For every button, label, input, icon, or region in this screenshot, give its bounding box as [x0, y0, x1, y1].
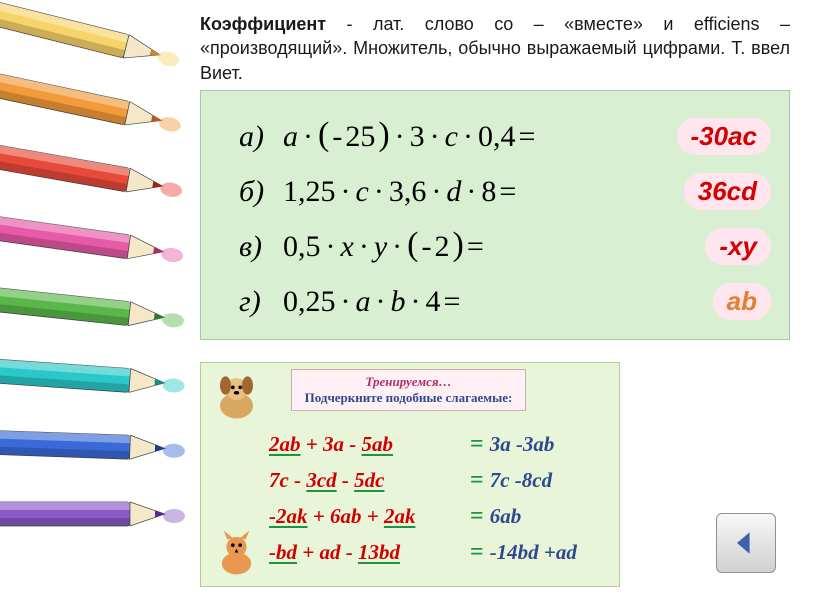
practice-rhs: 3a -3ab [490, 432, 555, 457]
practice-instruction: Подчеркните подобные слагаемые: [298, 390, 519, 406]
row-label: г) [239, 285, 283, 319]
pencil-icon [0, 420, 191, 476]
back-arrow-icon [728, 525, 764, 561]
equals-sign: = [464, 431, 490, 458]
term: Коэффициент [200, 14, 326, 34]
practice-header: Тренируемся… Подчеркните подобные слагае… [291, 369, 526, 411]
pencil-icon [0, 276, 191, 347]
equation-row: в)0,5·x·y·(- 2) = -xy [239, 219, 789, 274]
back-button[interactable] [716, 513, 776, 573]
practice-title: Тренируемся… [298, 374, 519, 390]
dog-icon [209, 369, 264, 424]
practice-lhs: -2ak + 6ab + 2ak [269, 504, 464, 529]
simplify-panel: а)a·(- 25)·3·c·0,4 = -30acб)1,25·c·3,6·d… [200, 90, 790, 340]
expression: 0,5·x·y·(- 2) = [283, 228, 484, 266]
row-label: а) [239, 120, 283, 154]
practice-rhs: 6ab [490, 504, 522, 529]
practice-rhs: 7c -8cd [490, 468, 552, 493]
answer-badge: -xy [705, 228, 771, 265]
definition-text: Коэффициент - лат. слово co – «вместе» и… [200, 12, 790, 85]
equals-sign: = [464, 503, 490, 530]
practice-row: 2ab + 3a - 5ab=3a -3ab [269, 431, 554, 458]
expression: 1,25·c·3,6·d·8 = [283, 175, 516, 209]
practice-lhs: 7c - 3cd - 5dc [269, 468, 464, 493]
answer-badge: ab [713, 283, 771, 320]
row-label: б) [239, 175, 283, 209]
practice-row: -bd + ad - 13bd=-14bd +ad [269, 539, 577, 566]
equals-sign: = [464, 539, 490, 566]
equation-row: г)0,25·a·b·4 = ab [239, 274, 789, 329]
equation-row: б)1,25·c·3,6·d·8 = 36cd [239, 164, 789, 219]
expression: 0,25·a·b·4 = [283, 285, 460, 319]
equals-sign: = [464, 467, 490, 494]
pencil-icon [0, 492, 190, 541]
pencil-icon [0, 348, 191, 412]
practice-row: 7c - 3cd - 5dc=7c -8cd [269, 467, 552, 494]
practice-lhs: -bd + ad - 13bd [269, 540, 464, 565]
cat-icon [209, 525, 264, 580]
pencil-icon [0, 204, 191, 282]
practice-rhs: -14bd +ad [490, 540, 577, 565]
practice-panel: Тренируемся… Подчеркните подобные слагае… [200, 362, 620, 587]
practice-lhs: 2ab + 3a - 5ab [269, 432, 464, 457]
practice-row: -2ak + 6ab + 2ak=6ab [269, 503, 521, 530]
answer-badge: 36cd [684, 173, 771, 210]
answer-badge: -30ac [677, 118, 772, 155]
row-label: в) [239, 230, 283, 264]
expression: a·(- 25)·3·c·0,4 = [283, 118, 535, 156]
equation-row: а)a·(- 25)·3·c·0,4 = -30ac [239, 109, 789, 164]
